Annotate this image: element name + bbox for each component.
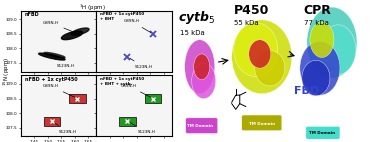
FancyBboxPatch shape — [242, 115, 282, 131]
Text: P450: P450 — [234, 4, 269, 17]
Ellipse shape — [194, 54, 210, 80]
Ellipse shape — [44, 52, 65, 58]
Text: nFBD + 1x cytP450
+ BHT: nFBD + 1x cytP450 + BHT — [100, 12, 144, 21]
FancyBboxPatch shape — [145, 94, 161, 103]
FancyBboxPatch shape — [44, 117, 60, 126]
Text: 15 kDa: 15 kDa — [180, 30, 204, 36]
Text: G89N-H: G89N-H — [121, 84, 150, 97]
Text: $^{15}$N (ppm): $^{15}$N (ppm) — [2, 57, 12, 85]
Text: nFBD: nFBD — [25, 12, 39, 17]
FancyBboxPatch shape — [306, 126, 340, 139]
Text: FBD: FBD — [294, 86, 319, 96]
Ellipse shape — [320, 25, 356, 75]
Ellipse shape — [185, 40, 215, 94]
FancyBboxPatch shape — [186, 118, 218, 133]
Text: $^1$H (ppm): $^1$H (ppm) — [79, 3, 106, 13]
Text: CPR: CPR — [304, 4, 332, 17]
Ellipse shape — [307, 7, 357, 78]
Text: nFBD + 1x cytP450
+ BHT + cytb₅: nFBD + 1x cytP450 + BHT + cytb₅ — [100, 77, 144, 86]
Ellipse shape — [310, 22, 334, 58]
Text: G89N-H: G89N-H — [42, 21, 72, 31]
Text: 77 kDa: 77 kDa — [304, 20, 329, 26]
Text: G89N-H: G89N-H — [124, 19, 151, 33]
Ellipse shape — [302, 60, 330, 96]
Ellipse shape — [39, 53, 65, 60]
Text: TM Domain: TM Domain — [249, 122, 275, 126]
Ellipse shape — [71, 28, 89, 35]
Ellipse shape — [192, 63, 216, 99]
Text: 55 kDa: 55 kDa — [234, 20, 259, 26]
Text: S123N-H: S123N-H — [54, 58, 74, 68]
Text: S123N-H: S123N-H — [130, 123, 155, 134]
Text: TM Domain: TM Domain — [309, 131, 335, 135]
Text: nFBD + 1x cytP450: nFBD + 1x cytP450 — [25, 77, 77, 82]
Text: S123N-H: S123N-H — [54, 123, 77, 134]
Ellipse shape — [300, 41, 340, 95]
FancyBboxPatch shape — [119, 117, 136, 126]
Text: cytb$_5$: cytb$_5$ — [178, 9, 215, 26]
Text: G89N-H: G89N-H — [42, 84, 75, 97]
FancyBboxPatch shape — [70, 94, 85, 103]
Ellipse shape — [255, 50, 285, 86]
Ellipse shape — [249, 40, 271, 68]
Text: TM Domain: TM Domain — [187, 124, 213, 128]
Ellipse shape — [62, 31, 83, 40]
Text: S123N-H: S123N-H — [130, 58, 153, 69]
Ellipse shape — [234, 23, 278, 77]
Ellipse shape — [232, 20, 292, 94]
